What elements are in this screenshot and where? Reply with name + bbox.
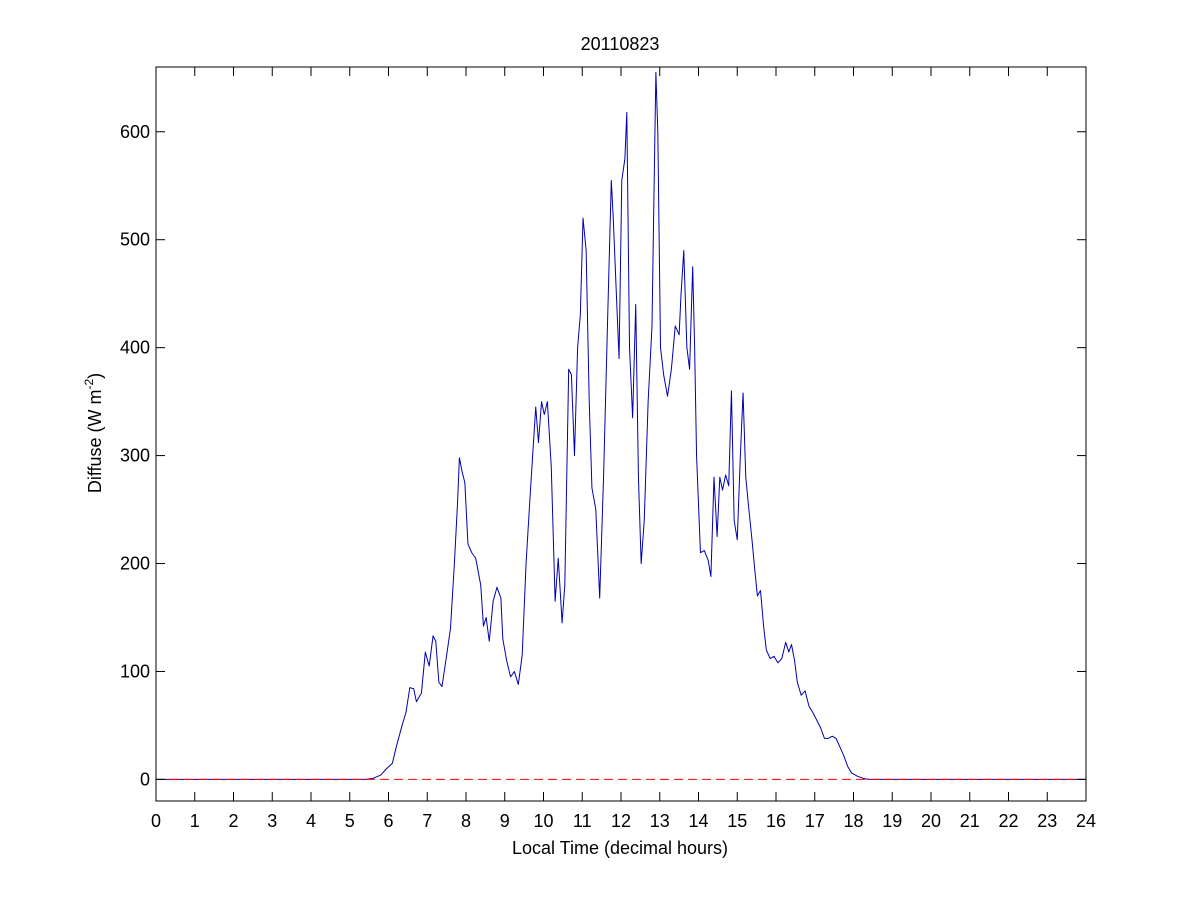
diffuse-series-line <box>156 71 1086 780</box>
x-tick-label: 14 <box>688 811 708 831</box>
y-tick-label: 500 <box>120 230 150 250</box>
x-tick-label: 21 <box>960 811 980 831</box>
x-tick-label: 19 <box>882 811 902 831</box>
x-tick-label: 9 <box>500 811 510 831</box>
x-tick-label: 23 <box>1037 811 1057 831</box>
x-tick-label: 10 <box>533 811 553 831</box>
x-tick-label: 3 <box>267 811 277 831</box>
x-tick-label: 5 <box>345 811 355 831</box>
y-axis-label-superscript: -2 <box>82 378 96 389</box>
y-tick-label: 200 <box>120 554 150 574</box>
y-tick-label: 300 <box>120 446 150 466</box>
y-tick-label: 600 <box>120 122 150 142</box>
y-tick-label: 0 <box>140 769 150 789</box>
y-axis-label-base: Diffuse (W m <box>85 389 105 493</box>
x-axis: 0 1 2 3 4 5 6 7 8 9 10 11 12 13 14 15 16 17 18 19 20 21 22 23 24 <box>151 67 1096 831</box>
x-tick-label: 24 <box>1076 811 1096 831</box>
x-tick-label: 4 <box>306 811 316 831</box>
x-tick-label: 12 <box>611 811 631 831</box>
x-tick-label: 1 <box>190 811 200 831</box>
x-tick-label: 17 <box>805 811 825 831</box>
x-tick-label: 0 <box>151 811 161 831</box>
y-axis-label-close: ) <box>85 373 105 379</box>
y-axis: 0 100 200 300 400 500 600 <box>120 122 1086 789</box>
y-axis-label: Diffuse (W m-2) <box>82 373 105 493</box>
x-tick-label: 20 <box>921 811 941 831</box>
x-tick-label: 7 <box>422 811 432 831</box>
x-tick-label: 18 <box>843 811 863 831</box>
x-tick-label: 15 <box>727 811 747 831</box>
x-tick-label: 13 <box>650 811 670 831</box>
chart-title: 20110823 <box>581 34 660 54</box>
x-tick-label: 22 <box>998 811 1018 831</box>
x-tick-label: 8 <box>461 811 471 831</box>
x-tick-label: 6 <box>383 811 393 831</box>
y-tick-label: 400 <box>120 338 150 358</box>
x-tick-label: 11 <box>573 811 592 831</box>
axes-layer: 0 1 2 3 4 5 6 7 8 9 10 11 12 13 14 15 16 17 18 19 20 21 22 23 24… <box>120 66 1096 831</box>
plot-layer <box>156 71 1086 780</box>
y-tick-label: 100 <box>120 661 150 681</box>
x-axis-label: Local Time (decimal hours) <box>512 838 728 858</box>
x-tick-label: 2 <box>228 811 238 831</box>
x-tick-label: 16 <box>766 811 786 831</box>
